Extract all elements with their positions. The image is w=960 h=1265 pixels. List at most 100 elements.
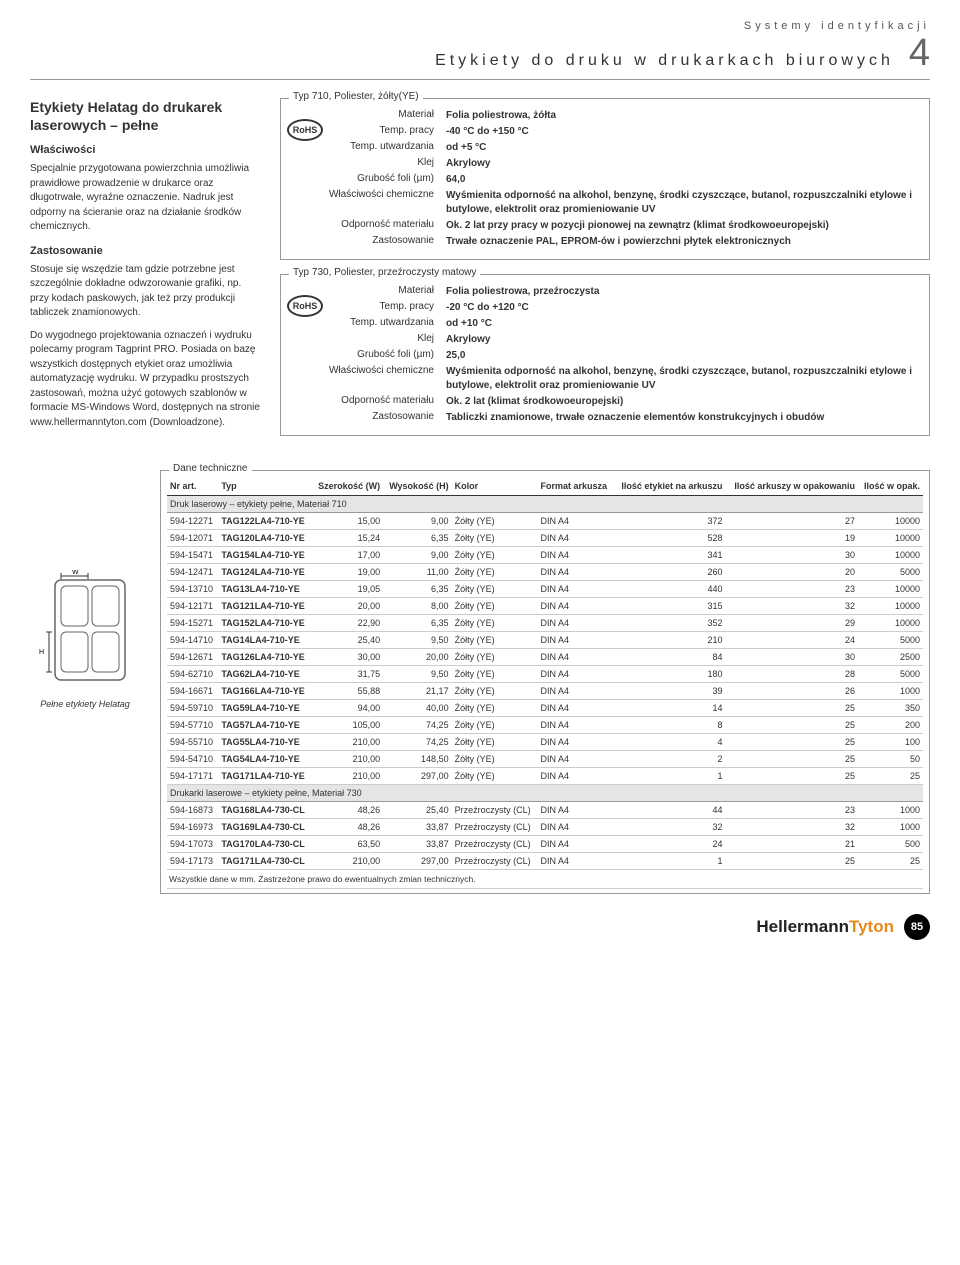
spec-value: -20 °C do +120 °C [446, 301, 919, 315]
table-header: Ilość etykiet na arkuszu [613, 477, 725, 496]
table-cell: Żółty (YE) [452, 632, 538, 649]
table-cell: DIN A4 [537, 564, 613, 581]
table-cell: Żółty (YE) [452, 683, 538, 700]
table-cell: Przeźroczysty (CL) [452, 819, 538, 836]
table-cell: DIN A4 [537, 598, 613, 615]
table-cell: 21,17 [383, 683, 451, 700]
table-cell: 25,40 [312, 632, 383, 649]
table-cell: 372 [613, 513, 725, 530]
table-cell: TAG170LA4-730-CL [218, 836, 312, 853]
table-cell: 10000 [858, 581, 923, 598]
table-cell: TAG59LA4-710-YE [218, 700, 312, 717]
table-cell: 210,00 [312, 734, 383, 751]
brand-part-1: Hellermann [756, 917, 849, 936]
table-cell: 594-14710 [167, 632, 218, 649]
table-cell: 352 [613, 615, 725, 632]
table-cell: Przeźroczysty (CL) [452, 802, 538, 819]
table-cell: DIN A4 [537, 547, 613, 564]
page-footer: HellermannTyton 85 [30, 914, 930, 940]
table-header: Ilość w opak. [858, 477, 923, 496]
spec-label: Właściwości chemiczne [291, 365, 446, 393]
table-cell: 63,50 [312, 836, 383, 853]
table-cell: 1000 [858, 683, 923, 700]
table-cell: TAG152LA4-710-YE [218, 615, 312, 632]
table-cell: 1 [613, 853, 725, 870]
spec-value: -40 °C do +150 °C [446, 125, 919, 139]
specs-column: Typ 710, Poliester, żółty(YE) RoHS Mater… [280, 98, 930, 450]
table-cell: 33,87 [383, 819, 451, 836]
table-cell: 594-62710 [167, 666, 218, 683]
table-cell: 25 [858, 768, 923, 785]
table-cell: 20 [725, 564, 858, 581]
table-cell: 210 [613, 632, 725, 649]
table-cell: 94,00 [312, 700, 383, 717]
table-cell: TAG126LA4-710-YE [218, 649, 312, 666]
table-cell: 594-17171 [167, 768, 218, 785]
spec-label: Klej [291, 157, 446, 171]
application-text-2: Do wygodnego projektowania oznaczeń i wy… [30, 329, 260, 431]
table-cell: 2500 [858, 649, 923, 666]
table-cell: 200 [858, 717, 923, 734]
spec-value: Ok. 2 lat przy pracy w pozycji pionowej … [446, 219, 919, 233]
table-cell: 10000 [858, 547, 923, 564]
table-cell: 20,00 [383, 649, 451, 666]
table-cell: 30,00 [312, 649, 383, 666]
table-row: 594-14710TAG14LA4-710-YE25,409,50Żółty (… [167, 632, 923, 649]
table-cell: DIN A4 [537, 717, 613, 734]
table-cell: 315 [613, 598, 725, 615]
spec-label: Odporność materiału [291, 395, 446, 409]
table-cell: 21 [725, 836, 858, 853]
table-cell: 74,25 [383, 734, 451, 751]
table-header: Szerokość (W) [312, 477, 383, 496]
table-cell: 32 [725, 598, 858, 615]
description-column: Etykiety Helatag do drukarek laserowych … [30, 98, 260, 450]
table-cell: 48,26 [312, 802, 383, 819]
table-cell: Żółty (YE) [452, 564, 538, 581]
table-cell: 25 [725, 734, 858, 751]
chapter-number: 4 [909, 32, 930, 75]
page-number: 85 [904, 914, 930, 940]
table-cell: 25 [725, 700, 858, 717]
table-cell: 25 [725, 768, 858, 785]
table-cell: 23 [725, 802, 858, 819]
table-row: 594-12071TAG120LA4-710-YE15,246,35Żółty … [167, 530, 923, 547]
diagram-caption: Pełne etykiety Helatag [30, 699, 140, 709]
table-row: 594-16671TAG166LA4-710-YE55,8821,17Żółty… [167, 683, 923, 700]
spec-label: Grubość foli (µm) [291, 173, 446, 187]
tech-table: Nr art.TypSzerokość (W)Wysokość (H)Kolor… [167, 477, 923, 889]
table-footnote: Wszystkie dane w mm. Zastrzeżone prawo d… [167, 870, 923, 889]
table-cell: TAG14LA4-710-YE [218, 632, 312, 649]
spec-label: Zastosowanie [291, 411, 446, 425]
table-cell: DIN A4 [537, 513, 613, 530]
technical-data-box: Dane techniczne Nr art.TypSzerokość (W)W… [160, 470, 930, 894]
table-cell: 1000 [858, 802, 923, 819]
table-cell: 440 [613, 581, 725, 598]
table-cell: Żółty (YE) [452, 530, 538, 547]
table-cell: Żółty (YE) [452, 734, 538, 751]
table-cell: DIN A4 [537, 615, 613, 632]
brand-part-2: Tyton [849, 917, 894, 936]
table-cell: 84 [613, 649, 725, 666]
table-cell: 31,75 [312, 666, 383, 683]
table-cell: TAG54LA4-710-YE [218, 751, 312, 768]
table-cell: 25,40 [383, 802, 451, 819]
table-row: 594-16873TAG168LA4-730-CL48,2625,40Przeź… [167, 802, 923, 819]
table-cell: Żółty (YE) [452, 615, 538, 632]
spec-label: Temp. utwardzania [291, 141, 446, 155]
spec-value: Folia poliestrowa, żółta [446, 109, 919, 123]
table-cell: 1 [613, 768, 725, 785]
table-cell: 9,00 [383, 513, 451, 530]
table-row: 594-17073TAG170LA4-730-CL63,5033,87Przeź… [167, 836, 923, 853]
spec-730-title: Typ 730, Poliester, przeźroczysty matowy [289, 267, 480, 278]
table-cell: 341 [613, 547, 725, 564]
table-row: 594-57710TAG57LA4-710-YE105,0074,25Żółty… [167, 717, 923, 734]
table-cell: 100 [858, 734, 923, 751]
rohs-icon: RoHS [287, 119, 323, 141]
table-cell: 210,00 [312, 751, 383, 768]
table-cell: 33,87 [383, 836, 451, 853]
table-cell: 594-15471 [167, 547, 218, 564]
table-cell: 27 [725, 513, 858, 530]
table-cell: 25 [858, 853, 923, 870]
table-cell: 297,00 [383, 853, 451, 870]
table-cell: 594-16873 [167, 802, 218, 819]
